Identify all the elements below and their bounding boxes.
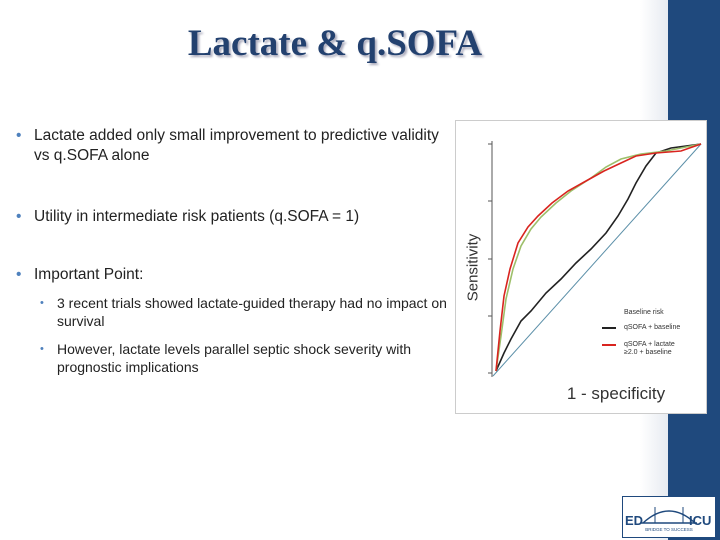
y-label-box: Sensitivity	[458, 221, 488, 311]
logo-left: ED	[625, 513, 644, 528]
lactate-curve	[495, 143, 702, 372]
roc-plot	[488, 141, 702, 377]
legend-entry: qSOFA + lactate ≥2.0 + baseline	[624, 341, 675, 356]
y-axis-label: Sensitivity	[464, 233, 482, 302]
bullet: Important Point:	[16, 265, 454, 285]
bullet: Lactate added only small improvement to …	[16, 126, 454, 166]
logo-middle: BRIDGE TO SUCCESS	[645, 527, 693, 532]
bullet: Utility in intermediate risk patients (q…	[16, 207, 454, 227]
baseline-curve	[495, 143, 702, 372]
logo: ED BRIDGE TO SUCCESS ICU	[622, 496, 716, 538]
roc-figure: Sensitivity 1 - specificity Baseline ris…	[455, 120, 707, 414]
qsofa-curve	[495, 143, 702, 372]
slide-title: Lactate & q.SOFA	[187, 23, 483, 64]
diagonal	[492, 143, 702, 377]
legend-entry: Baseline risk	[624, 309, 664, 316]
legend-entry: qSOFA + baseline	[624, 324, 681, 331]
logo-bridge	[641, 507, 697, 524]
y-ticks	[488, 143, 492, 374]
logo-right: ICU	[689, 513, 712, 528]
sub-bullet: 3 recent trials showed lactate-guided th…	[40, 294, 457, 330]
x-axis-label: 1 - specificity	[566, 384, 666, 403]
sub-bullet: However, lactate levels parallel septic …	[40, 340, 457, 376]
